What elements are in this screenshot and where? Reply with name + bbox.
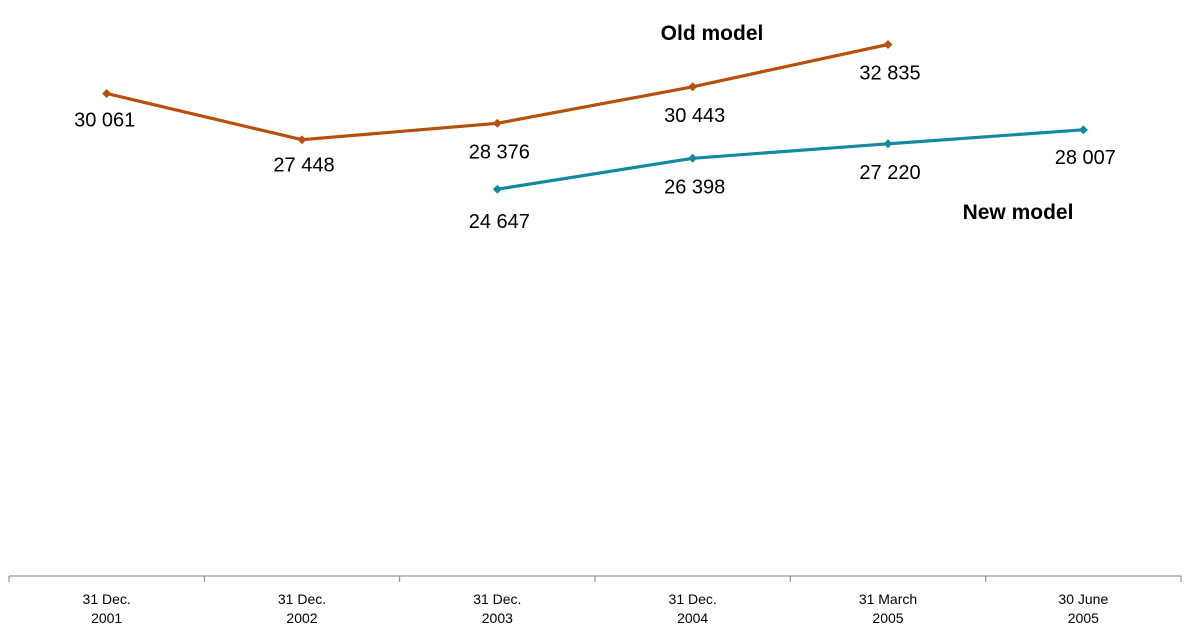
x-tick-label: 31 Dec. 2003 [473, 591, 521, 625]
series-line-new-model [495, 128, 1085, 191]
x-tick-label: 31 Dec. 2001 [83, 591, 131, 625]
x-tick-label: 30 June 2005 [1058, 591, 1108, 625]
x-tick-label: 31 March 2005 [859, 591, 917, 625]
data-label-new-model: 28 007 [1055, 147, 1116, 169]
data-point-old-model [883, 39, 893, 49]
data-label-old-model: 27 448 [273, 155, 334, 177]
x-tick-label: 31 Dec. 2004 [669, 591, 717, 625]
x-tick-label: 31 Dec. 2002 [278, 591, 326, 625]
data-label-old-model: 28 376 [469, 141, 530, 163]
data-point-new-model [1078, 125, 1088, 135]
data-point-old-model [492, 118, 502, 128]
data-point-new-model [492, 184, 502, 194]
series-name-new-model: New model [963, 201, 1074, 224]
data-label-new-model: 26 398 [664, 176, 725, 198]
data-point-old-model [297, 135, 307, 145]
data-label-new-model: 24 647 [469, 211, 530, 233]
data-label-old-model: 30 061 [74, 110, 135, 132]
series-name-old-model: Old model [661, 22, 764, 45]
data-point-new-model [883, 139, 893, 149]
data-label-new-model: 27 220 [859, 162, 920, 184]
data-label-old-model: 32 835 [859, 63, 920, 85]
data-point-old-model [102, 89, 112, 99]
data-label-old-model: 30 443 [664, 105, 725, 127]
data-point-new-model [688, 153, 698, 163]
data-point-old-model [688, 82, 698, 92]
